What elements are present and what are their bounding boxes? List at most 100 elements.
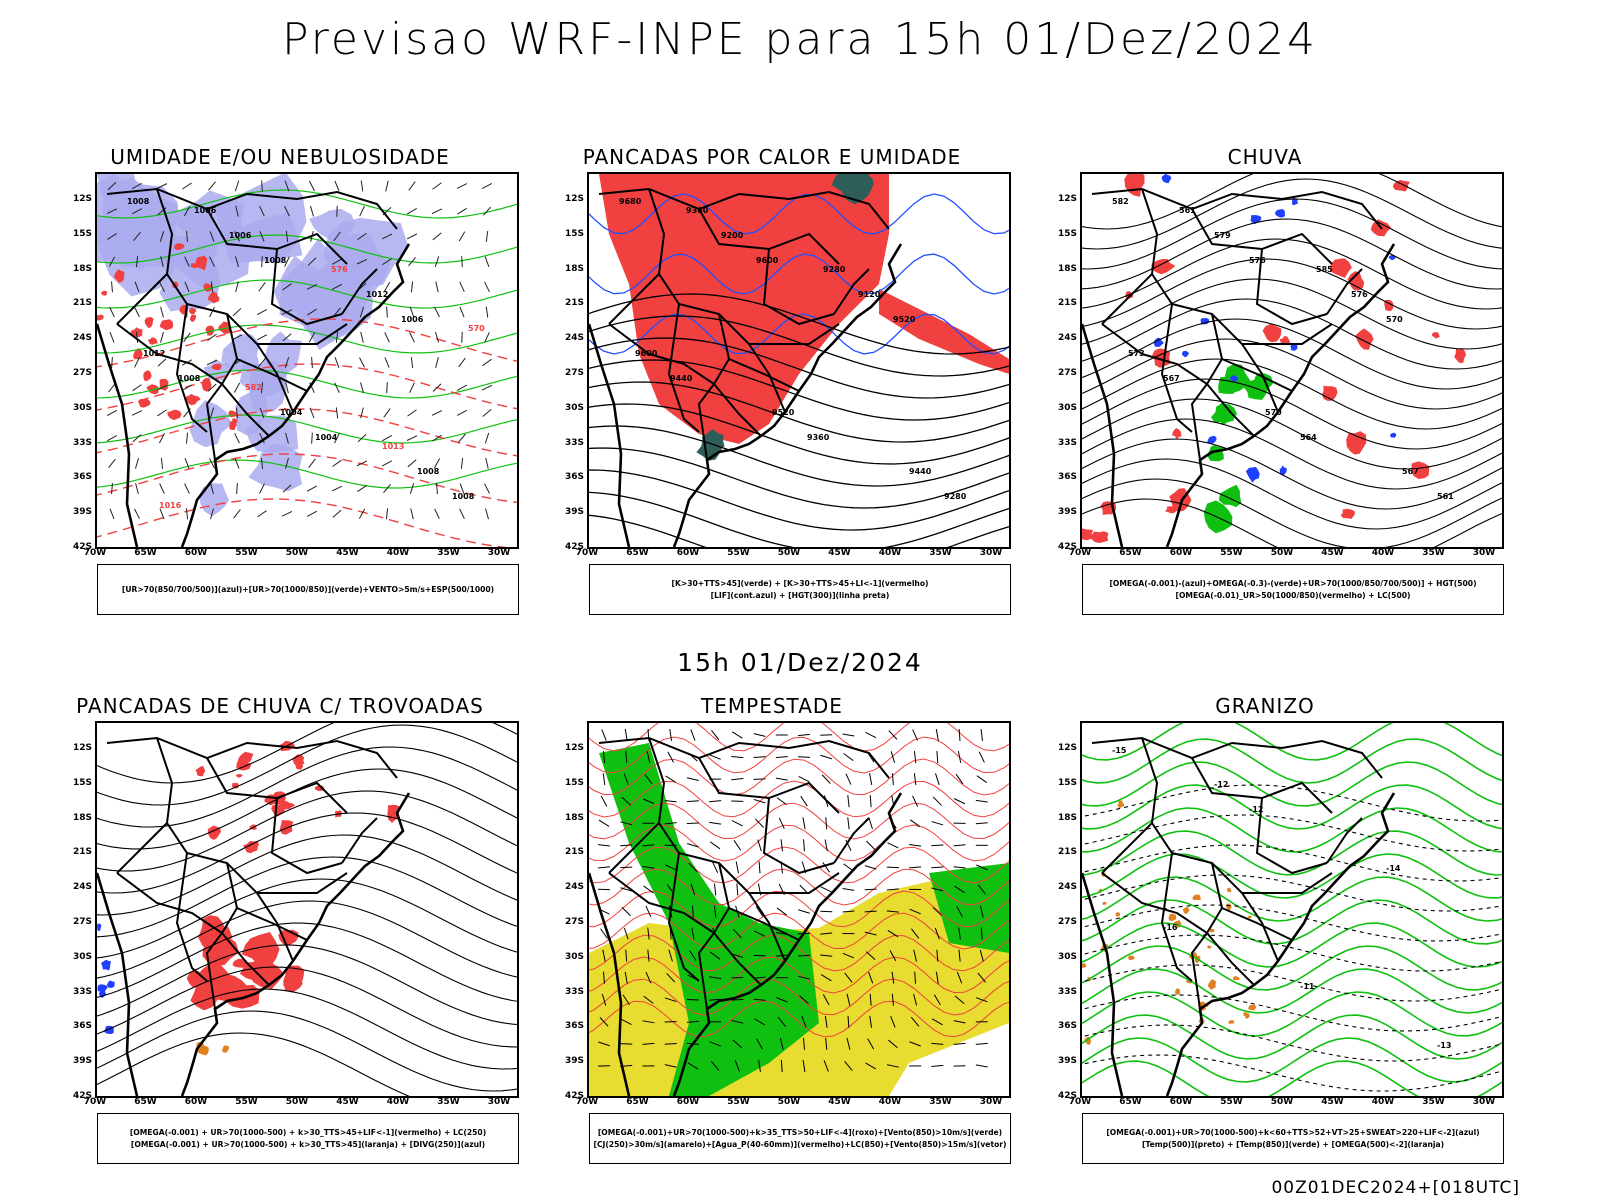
contour-value-label: 576 — [331, 265, 348, 274]
shaded-area — [1209, 928, 1215, 933]
wind-arrow — [824, 1015, 828, 1028]
wind-arrow — [623, 773, 629, 785]
lon-tick-label: 40W — [878, 1097, 902, 1107]
wind-arrow — [458, 433, 466, 443]
wind-arrow — [953, 1042, 966, 1045]
shaded-area — [238, 751, 254, 763]
wind-arrow — [357, 434, 367, 443]
contour-value-label: -14 — [1386, 864, 1401, 873]
contour-value-label: -16 — [1163, 923, 1178, 932]
wind-arrow — [647, 927, 650, 940]
isoline — [97, 988, 517, 1070]
wind-arrow — [357, 485, 367, 493]
wind-arrow — [159, 281, 165, 292]
wind-arrow — [185, 508, 189, 520]
wind-arrow — [709, 976, 722, 980]
lat-tick-label: 15S — [72, 777, 92, 788]
map-svg: 1008 1008 1006 1008 1004 1008 1006 1012 1012 1004… — [97, 174, 517, 547]
wind-arrow — [909, 819, 921, 828]
lon-tick-label: 30W — [1472, 548, 1496, 558]
panel-title: PANCADAS POR CALOR E UMIDADE — [582, 145, 962, 169]
wind-arrow — [485, 508, 489, 520]
contour-value-label: 567 — [1163, 374, 1180, 383]
isoline — [1082, 1014, 1502, 1060]
lon-tick-label: 55W — [727, 1097, 750, 1107]
lon-tick-label: 45W — [336, 548, 359, 558]
isoline — [589, 491, 1009, 547]
wind-arrow — [888, 730, 898, 740]
wind-arrow — [732, 1039, 743, 1049]
wind-arrow — [691, 927, 695, 940]
wind-arrow — [333, 307, 341, 317]
country-border — [1101, 822, 1153, 874]
wind-arrow — [664, 800, 677, 803]
lon-tick-label: 35W — [1422, 548, 1445, 558]
isoline — [97, 856, 517, 938]
shaded-area — [1210, 403, 1237, 423]
country-border — [1221, 907, 1293, 941]
geography — [1082, 187, 1396, 547]
contour-labels: 582 576 570 567 564 561 579 576 573 570 567 561 585 — [1112, 197, 1454, 501]
wind-arrow — [183, 332, 191, 342]
wind-arrow — [357, 232, 367, 241]
isoline — [1082, 874, 1502, 912]
panel-humidity: UMIDADE E/OU NEBULOSIDADE 12S 15S 18S 21S 24S… — [50, 145, 519, 625]
wind-arrow — [953, 844, 966, 847]
wind-arrow — [601, 729, 607, 741]
wind-arrow — [977, 884, 986, 895]
shaded-area — [273, 255, 318, 314]
lat-tick-label: 21S — [1057, 847, 1077, 858]
isoline — [97, 189, 517, 219]
contour-value-label: 570 — [1386, 315, 1403, 324]
isoline — [589, 381, 1009, 443]
wind-arrow — [709, 951, 721, 960]
wind-arrow — [484, 281, 490, 293]
shaded-area — [1226, 887, 1232, 893]
wind-arrow — [622, 994, 630, 1006]
wind-arrow — [432, 182, 442, 190]
wind-arrow — [710, 1060, 720, 1071]
contour-value-label: 9280 — [944, 492, 967, 501]
wind-arrow — [435, 281, 439, 293]
lat-tick-label: 15S — [1057, 777, 1077, 788]
wind-arrow — [797, 733, 811, 737]
lon-tick-label: 60W — [1169, 1097, 1193, 1107]
wind-arrow — [459, 508, 465, 519]
shaded-area — [1346, 431, 1367, 455]
shaded-area — [1248, 1004, 1257, 1011]
wind-arrow — [409, 483, 415, 494]
wind-arrow — [208, 181, 216, 191]
wind-arrow — [306, 485, 318, 492]
wind-arrow — [233, 382, 241, 393]
wind-arrow — [134, 306, 140, 318]
isoline — [589, 313, 1009, 355]
wind-arrow — [753, 998, 766, 1001]
wind-arrow — [753, 778, 766, 780]
wind-arrow — [776, 907, 787, 916]
wind-arrow — [690, 729, 696, 741]
lat-tick-label: 12S — [1057, 194, 1077, 204]
wind-arrow — [642, 866, 655, 869]
coastline — [97, 792, 411, 1096]
shaded-area — [106, 980, 115, 988]
wind-arrow — [731, 755, 744, 759]
isoline — [97, 966, 517, 1048]
lat-tick-label: 39S — [1057, 1056, 1077, 1067]
lat-tick-label: 15S — [564, 228, 584, 239]
wind-arrow — [931, 844, 944, 847]
isoline — [1082, 899, 1502, 945]
lat-tick-label: 18S — [564, 263, 584, 274]
shaded-area — [190, 263, 199, 269]
wind-arrow — [235, 281, 239, 293]
wind-arrow — [776, 797, 787, 806]
lat-tick-label: 21S — [72, 847, 92, 858]
country-border — [1190, 313, 1224, 461]
wind-arrow — [645, 905, 652, 918]
legend-text: [OMEGA(-0.001) + UR>70(1000-500) + k>30_… — [130, 1139, 486, 1149]
lat-tick-label: 42S — [72, 542, 92, 552]
country-border — [156, 188, 294, 413]
shaded-area — [1207, 979, 1217, 990]
isoline — [1082, 218, 1502, 290]
isoline — [1082, 458, 1502, 530]
isoline — [1082, 761, 1502, 807]
